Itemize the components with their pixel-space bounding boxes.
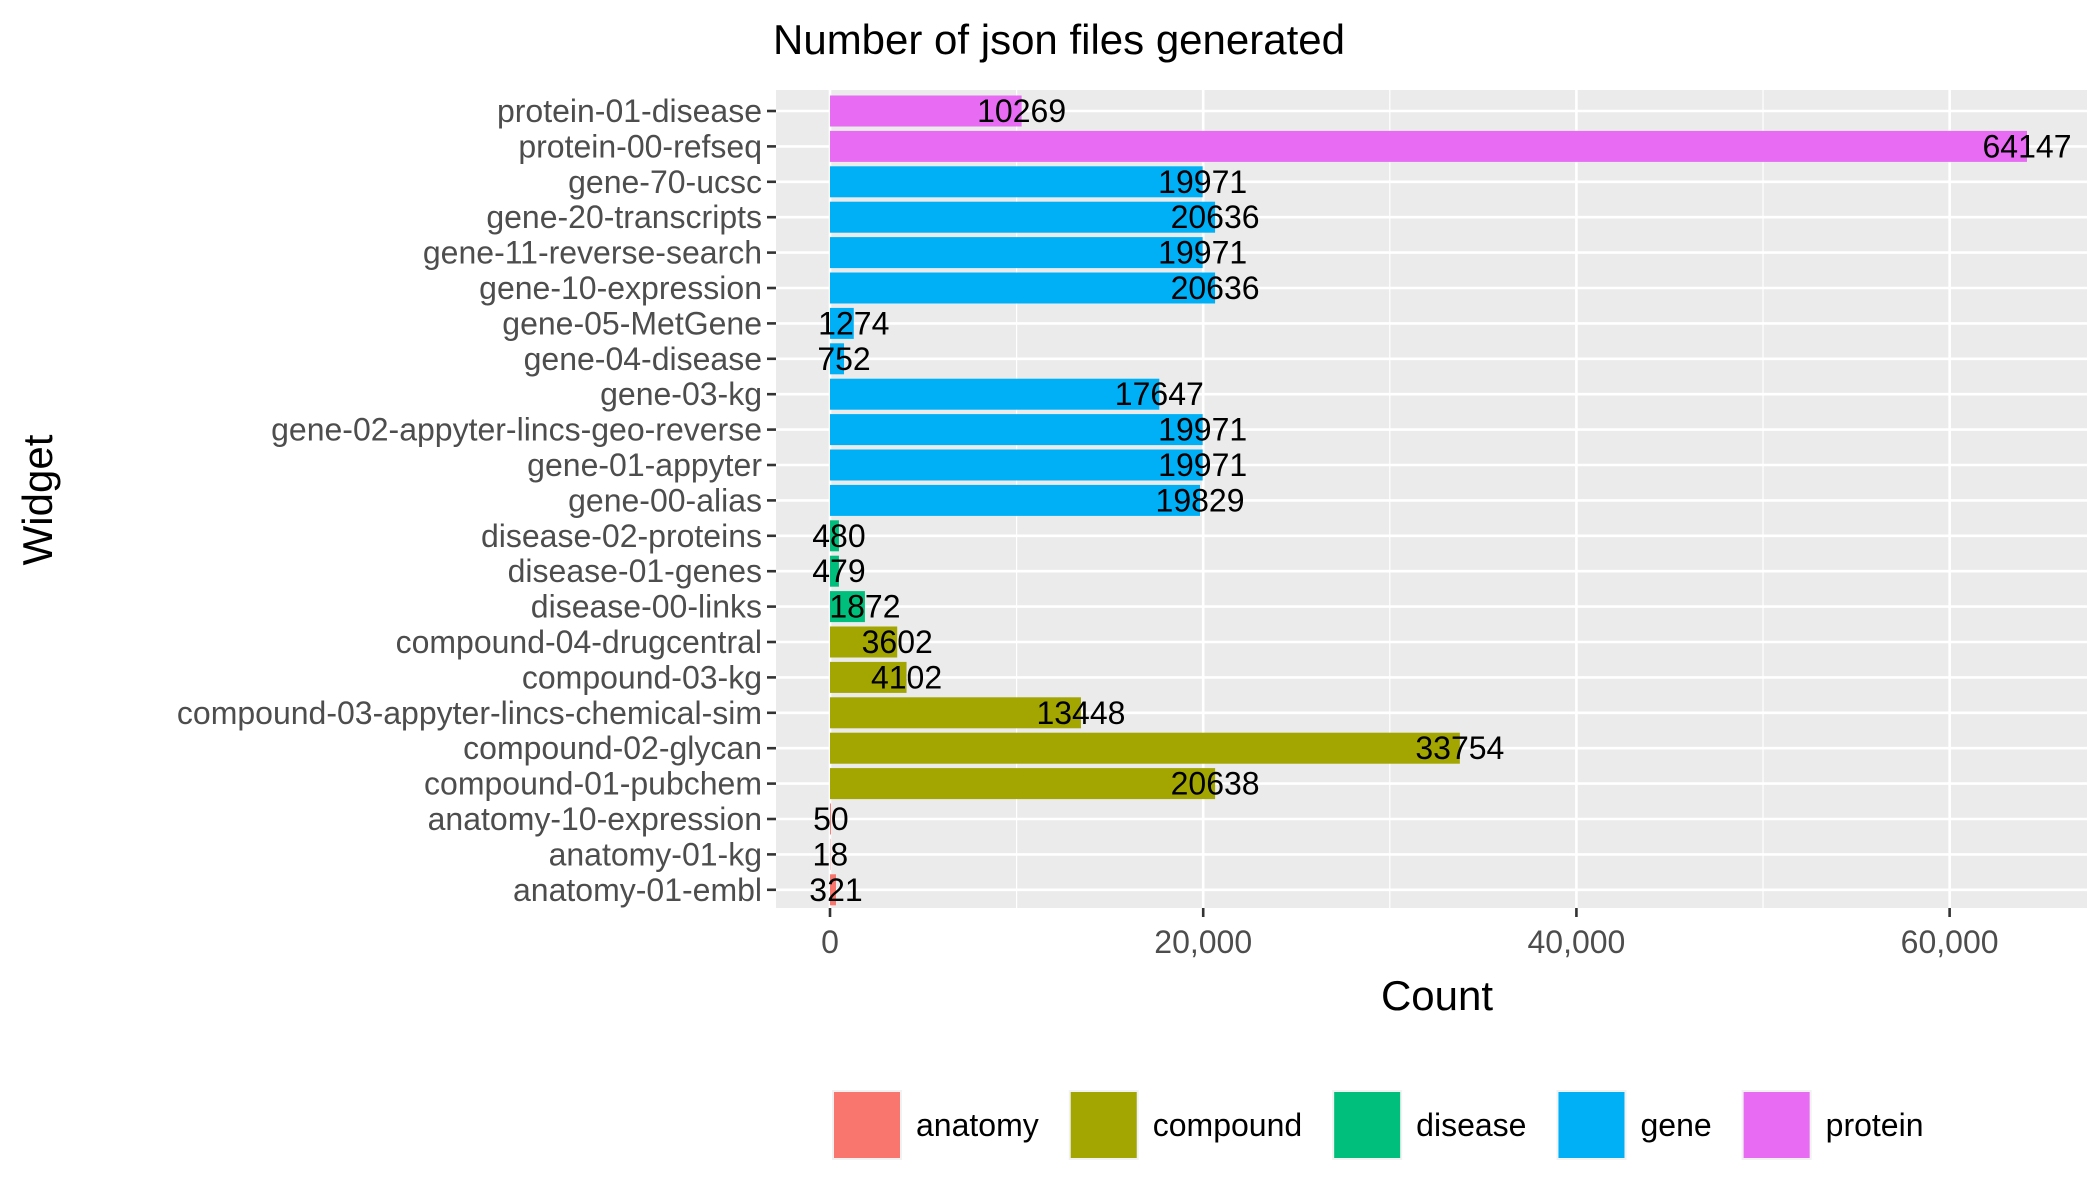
bar-value-label: 19971	[1158, 164, 1247, 200]
x-axis-title: Count	[1381, 972, 1493, 1019]
bar-value-label: 321	[809, 872, 862, 908]
legend-key-gene	[1558, 1092, 1625, 1158]
y-tick-label: protein-01-disease	[497, 93, 762, 129]
bar-value-label: 10269	[977, 93, 1066, 129]
bar-value-label: 752	[817, 341, 870, 377]
bar-compound-01-pubchem	[830, 768, 1216, 800]
y-tick-label: compound-04-drugcentral	[396, 624, 762, 660]
y-tick-label: compound-03-kg	[522, 659, 762, 695]
bar-value-label: 33754	[1415, 730, 1504, 766]
legend-key-disease	[1334, 1092, 1401, 1158]
legend-label-anatomy: anatomy	[916, 1107, 1039, 1143]
bar-gene-20-transcripts	[830, 201, 1216, 233]
bar-value-label: 479	[812, 553, 865, 589]
y-tick-label: disease-02-proteins	[481, 518, 762, 554]
x-tick-label: 40,000	[1527, 924, 1625, 960]
bar-value-label: 19829	[1156, 482, 1245, 518]
bar-value-label: 50	[813, 801, 849, 837]
y-tick-label: protein-00-refseq	[518, 128, 762, 164]
bar-gene-00-alias	[830, 484, 1201, 516]
bar-value-label: 480	[812, 518, 865, 554]
bars: 1026964147199712063619971206361274752176…	[809, 93, 2071, 908]
bar-gene-03-kg	[830, 378, 1160, 410]
bar-protein-00-refseq	[830, 130, 2027, 162]
bar-compound-03-kg	[830, 661, 907, 693]
legend-key-anatomy	[834, 1092, 900, 1158]
bar-value-label: 1872	[829, 589, 900, 625]
y-tick-label: anatomy-10-expression	[428, 801, 762, 837]
chart-title: Number of json files generated	[773, 16, 1345, 63]
y-axis-title: Widget	[14, 434, 61, 565]
legend-label-protein: protein	[1826, 1107, 1924, 1143]
bar-value-label: 20636	[1171, 199, 1260, 235]
bar-gene-11-reverse-search	[830, 237, 1203, 269]
x-tick-label: 20,000	[1154, 924, 1252, 960]
y-tick-label: disease-01-genes	[508, 553, 762, 589]
bar-value-label: 3602	[862, 624, 933, 660]
bar-compound-04-drugcentral	[830, 626, 898, 658]
y-tick-label: gene-20-transcripts	[486, 199, 762, 235]
bar-value-label: 4102	[871, 659, 942, 695]
bar-gene-01-appyter	[830, 449, 1203, 481]
legend-label-gene: gene	[1640, 1107, 1711, 1143]
y-tick-label: compound-01-pubchem	[424, 766, 762, 802]
bar-value-label: 1274	[818, 305, 889, 341]
bar-value-label: 64147	[1983, 128, 2072, 164]
axes: protein-01-diseaseprotein-00-refseqgene-…	[177, 93, 1999, 960]
bar-value-label: 19971	[1158, 235, 1247, 271]
bar-gene-05-MetGene	[830, 307, 854, 339]
x-tick-label: 0	[821, 924, 839, 960]
legend-key-compound	[1070, 1092, 1137, 1158]
y-tick-label: gene-11-reverse-search	[423, 235, 762, 271]
bar-disease-00-links	[830, 591, 865, 623]
bar-disease-01-genes	[830, 555, 839, 587]
bar-value-label: 17647	[1115, 376, 1204, 412]
y-tick-label: anatomy-01-kg	[549, 836, 762, 872]
bar-value-label: 19971	[1158, 412, 1247, 448]
y-tick-label: gene-10-expression	[479, 270, 762, 306]
y-tick-label: gene-05-MetGene	[502, 305, 762, 341]
bar-value-label: 18	[813, 836, 849, 872]
legend: anatomy compound disease gene protein	[832, 1090, 1924, 1160]
legend-label-disease: disease	[1416, 1107, 1526, 1143]
legend-label-compound: compound	[1153, 1107, 1302, 1143]
bar-gene-70-ucsc	[830, 166, 1203, 198]
bar-disease-02-proteins	[830, 520, 839, 552]
y-tick-label: disease-00-links	[531, 589, 762, 625]
y-tick-label: compound-02-glycan	[463, 730, 762, 766]
y-tick-label: gene-01-appyter	[527, 447, 762, 483]
y-tick-label: anatomy-01-embl	[513, 872, 762, 908]
bar-gene-02-appyter-lincs-geo-reverse	[830, 414, 1203, 446]
bar-compound-02-glycan	[830, 732, 1460, 764]
bar-value-label: 19971	[1158, 447, 1247, 483]
bar-gene-04-disease	[830, 343, 845, 375]
bar-value-label: 20638	[1171, 766, 1260, 802]
bar-value-label: 13448	[1036, 695, 1125, 731]
bar-anatomy-01-embl	[830, 874, 836, 906]
y-tick-label: gene-04-disease	[524, 341, 762, 377]
x-tick-label: 60,000	[1901, 924, 1999, 960]
y-tick-label: gene-70-ucsc	[568, 164, 762, 200]
y-tick-label: compound-03-appyter-lincs-chemical-sim	[177, 695, 762, 731]
bar-compound-03-appyter-lincs-chemical-sim	[830, 697, 1081, 729]
bar-anatomy-10-expression	[830, 803, 831, 835]
bar-value-label: 20636	[1171, 270, 1260, 306]
y-tick-label: gene-03-kg	[600, 376, 762, 412]
bar-protein-01-disease	[830, 95, 1022, 127]
y-tick-label: gene-02-appyter-lincs-geo-reverse	[271, 412, 762, 448]
y-tick-label: gene-00-alias	[568, 482, 762, 518]
legend-key-protein	[1743, 1092, 1810, 1158]
bar-gene-10-expression	[830, 272, 1216, 304]
